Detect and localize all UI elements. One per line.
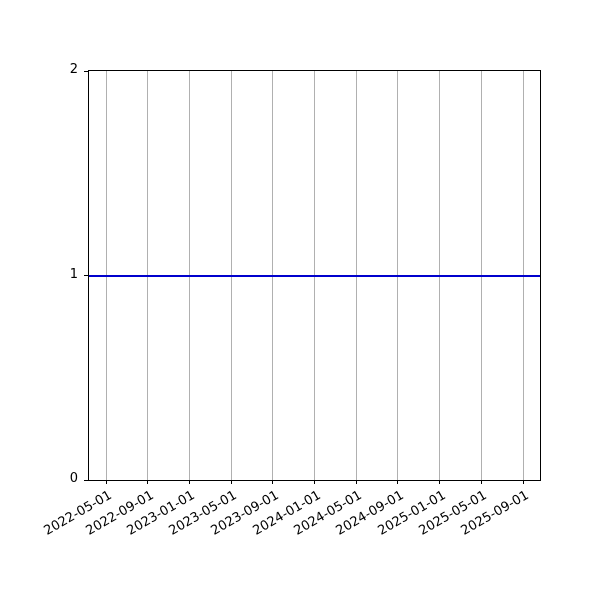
x-tick-mark	[105, 480, 107, 484]
x-tick-mark	[188, 480, 190, 484]
x-tick-mark	[480, 480, 482, 484]
x-tick-mark	[272, 480, 274, 484]
x-tick-mark	[355, 480, 357, 484]
y-tick-label: 1	[69, 266, 78, 282]
x-tick-mark	[147, 480, 149, 484]
y-tick-label: 2	[69, 62, 78, 77]
x-tick-mark	[522, 480, 524, 484]
x-tick-mark	[439, 480, 441, 484]
y-tick-mark	[84, 479, 88, 481]
series-line	[89, 274, 540, 277]
y-tick-mark	[84, 275, 88, 276]
y-tick-label: 0	[69, 471, 78, 486]
x-tick-mark	[230, 480, 232, 484]
x-tick-mark	[397, 480, 399, 484]
x-tick-mark	[314, 480, 315, 484]
plot-area	[84, 70, 541, 484]
y-tick-mark	[84, 70, 88, 72]
